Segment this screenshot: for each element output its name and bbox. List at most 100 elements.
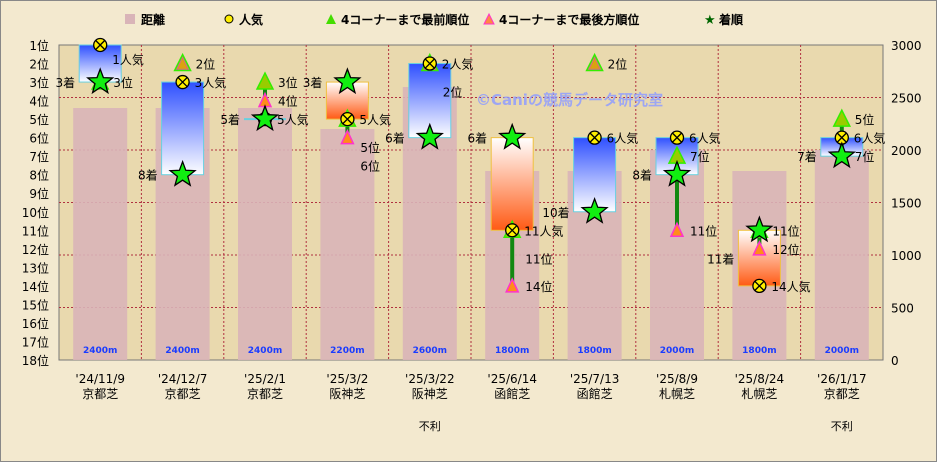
left-axis-tick: 8位 <box>29 168 49 183</box>
finish-label: 6着 <box>385 131 405 146</box>
finish-label: 10着 <box>542 205 569 220</box>
race-course: 京都芝 <box>165 386 201 401</box>
worst-position-marker <box>505 277 520 293</box>
popularity-label: 11人気 <box>524 223 563 238</box>
worst-position-label: 7位 <box>855 149 875 164</box>
legend-popularity-marker <box>224 14 234 24</box>
left-axis-tick: 5位 <box>29 112 49 127</box>
worst-position-label: 14位 <box>525 279 552 294</box>
right-axis-tick: 0 <box>891 354 899 368</box>
right-axis-tick: 2500 <box>891 92 922 106</box>
popularity-x <box>836 132 847 143</box>
finish-label: 11着 <box>707 251 734 266</box>
finish-popularity-box <box>490 137 534 231</box>
race-date: '25/7/13 <box>570 372 620 386</box>
front-position-label: 5位 <box>855 112 875 127</box>
race-date: '24/11/9 <box>75 372 125 386</box>
finish-star <box>250 104 280 132</box>
finish-star <box>827 141 856 169</box>
popularity-label: 1人気 <box>112 52 144 67</box>
distance-bar <box>814 150 869 360</box>
legend-worst-marker <box>483 12 495 25</box>
finish-label: 3着 <box>303 75 323 90</box>
race-course: 京都芝 <box>824 386 860 401</box>
left-axis-tick: 14位 <box>22 279 49 294</box>
race-date: '24/12/7 <box>158 372 208 386</box>
left-axis-tick: 17位 <box>22 334 49 349</box>
legend-front-marker <box>326 14 336 24</box>
left-axis-tick: 11位 <box>22 223 49 238</box>
distance-bar <box>73 108 128 360</box>
front-position-marker <box>173 52 192 72</box>
race-note: 不利 <box>419 420 441 433</box>
right-axis-tick: 1500 <box>891 197 922 211</box>
left-axis-tick: 16位 <box>22 316 49 331</box>
race-date: '25/3/22 <box>405 372 455 386</box>
left-axis-tick: 3位 <box>29 75 49 90</box>
race-course: 札幌芝 <box>659 386 695 401</box>
race-course: 京都芝 <box>247 386 283 401</box>
front-position-label: 5位 <box>360 140 380 155</box>
front-position-label: 3位 <box>113 75 133 90</box>
race-course: 京都芝 <box>82 386 118 401</box>
front-position-label: 11位 <box>772 223 799 238</box>
distance-label: 1800m <box>577 346 611 356</box>
front-position-marker <box>255 71 275 90</box>
finish-label: 5着 <box>220 112 240 127</box>
legend-finish-marker: ★ <box>704 13 716 28</box>
race-course: 札幌芝 <box>741 386 777 401</box>
race-note: 不利 <box>831 420 853 433</box>
race-date: '25/8/9 <box>656 372 698 386</box>
legend-distance-swatch <box>125 14 135 24</box>
worst-position-label: 11位 <box>690 223 717 238</box>
right-axis-tick: 500 <box>891 302 914 316</box>
popularity-x <box>95 40 106 50</box>
legend-label-distance: 距離 <box>141 12 165 27</box>
popularity-x <box>754 280 765 291</box>
finish-star <box>86 67 115 95</box>
distance-bar <box>238 108 292 360</box>
popularity-label: 6人気 <box>607 131 639 146</box>
finish-popularity-box <box>161 81 205 176</box>
popularity-label: 5人気 <box>277 112 309 127</box>
worst-position-marker <box>175 54 190 71</box>
right-axis-tick: 1000 <box>891 249 922 263</box>
legend-label-front: 4コーナーまで最前順位 <box>341 12 469 27</box>
finish-star <box>168 159 197 187</box>
distance-label: 1800m <box>742 346 776 356</box>
legend-label-popularity: 人気 <box>239 12 263 27</box>
distance-label: 2000m <box>660 346 694 356</box>
race-date: '25/2/1 <box>244 372 286 386</box>
finish-star <box>662 159 692 187</box>
worst-position-label: 4位 <box>278 94 298 109</box>
finish-star <box>498 122 527 150</box>
left-axis-tick: 9位 <box>29 186 49 201</box>
finish-star <box>745 215 774 243</box>
distance-label: 2600m <box>413 346 447 356</box>
worst-position-label: 6位 <box>360 159 380 174</box>
worst-position-marker <box>669 221 685 238</box>
legend-label-worst: 4コーナーまで最後方順位 <box>499 12 639 27</box>
race-course: 函館芝 <box>494 386 530 401</box>
finish-label: 7着 <box>797 149 817 164</box>
finish-star <box>415 122 444 150</box>
worst-position-label: 12位 <box>772 242 799 257</box>
finish-star <box>580 196 609 224</box>
distance-label: 2200m <box>330 346 364 356</box>
popularity-label: 2人気 <box>442 57 474 72</box>
finish-star <box>333 67 362 95</box>
distance-label: 2400m <box>165 346 199 356</box>
finish-label: 8着 <box>632 168 652 183</box>
left-axis-tick: 15位 <box>22 297 49 312</box>
left-axis-tick: 13位 <box>22 260 49 275</box>
race-course: 函館芝 <box>577 386 613 401</box>
race-date: '25/3/2 <box>326 372 368 386</box>
left-axis-tick: 2位 <box>29 57 49 72</box>
front-position-label: 11位 <box>525 251 552 266</box>
front-position-label: 2位 <box>196 57 216 72</box>
popularity-x <box>177 77 188 88</box>
legend-label-finish: 着順 <box>718 12 744 27</box>
popularity-label: 3人気 <box>195 75 227 90</box>
